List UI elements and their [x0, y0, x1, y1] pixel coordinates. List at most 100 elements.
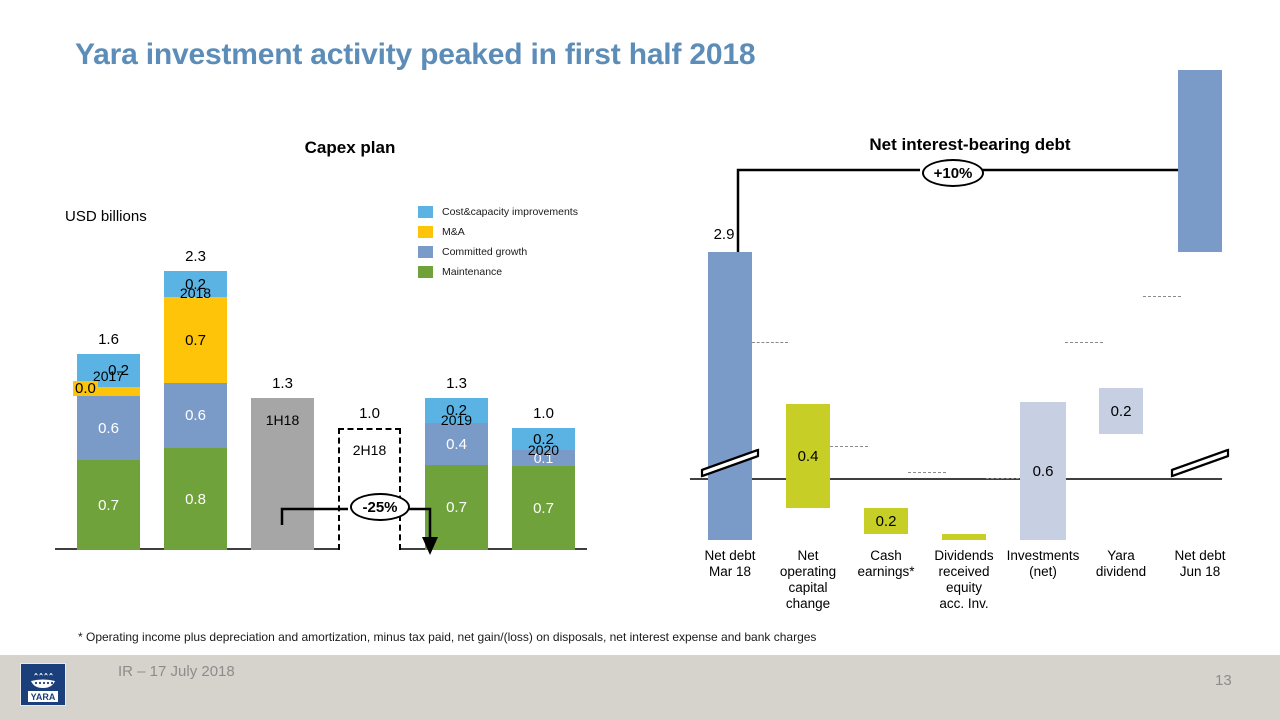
- waterfall-connector-5: [1065, 342, 1103, 343]
- capex-seg-2017-ma-value: 0.0: [73, 380, 98, 397]
- capex-seg-2020-maintenance: 0.7: [512, 466, 575, 550]
- waterfall-bar-yara-dividend-value: 0.2: [1110, 402, 1132, 420]
- debt-change-badge: +10%: [922, 159, 984, 187]
- legend-label-committed-growth: Committed growth: [442, 246, 528, 258]
- capex-bar-2017-total: 1.6: [98, 331, 119, 348]
- capex-xlabel-1h18: 1H18: [265, 412, 300, 428]
- waterfall-xlabel-dre-line3: equity: [945, 580, 983, 595]
- debt-chart-title: Net interest-bearing debt: [869, 135, 1071, 154]
- capex-legend: Cost&capacity improvements M&A Committed…: [418, 202, 578, 282]
- waterfall-xlabel-dividends-received-equity: Dividends received equity acc. Inv.: [931, 548, 997, 612]
- page-number: 13: [1215, 672, 1232, 689]
- waterfall-connector-4: [986, 478, 1024, 479]
- capex-seg-2018-ma-value: 0.7: [185, 331, 206, 349]
- waterfall-bar-cash-earnings-rect: 0.2: [864, 508, 908, 534]
- capex-seg-2020-cost-capacity-value: 0.2: [533, 430, 554, 448]
- capex-seg-2017-maintenance-value: 0.7: [98, 496, 119, 514]
- capex-seg-2019-committed-growth-value: 0.4: [446, 435, 467, 453]
- waterfall-connector-1: [752, 342, 788, 343]
- waterfall-xlabel-noc-line2: operating: [779, 564, 837, 579]
- capex-seg-2017-committed-growth-value: 0.6: [98, 419, 119, 437]
- capex-xlabel-2017: 2017: [92, 368, 125, 384]
- capex-bar-2017: 1.6 0.2 0.0 0.6 0.7 2017: [73, 331, 140, 550]
- debt-plot-area: 2.9 Net debt Mar 18 0.4 Net: [690, 70, 1235, 611]
- capex-seg-2019-maintenance: 0.7: [425, 465, 488, 550]
- capex-seg-2020-committed-growth: 0.1: [512, 450, 575, 466]
- waterfall-bar-net-debt-jun18-rect: [1178, 70, 1222, 252]
- waterfall-xlabel-yara-dividend-line2: dividend: [1095, 564, 1147, 579]
- capex-seg-2019-cost-capacity: 0.2: [425, 398, 488, 423]
- waterfall-xlabel-cash-earnings-line2: earnings*: [857, 564, 915, 579]
- capex-seg-2017-committed-growth: 0.6: [77, 396, 140, 460]
- waterfall-xlabel-yara-dividend: Yara dividend: [1088, 548, 1154, 580]
- waterfall-connector-6: [1143, 296, 1181, 297]
- waterfall-xlabel-cash-earnings: Cash earnings*: [853, 548, 919, 580]
- svg-text:YARA: YARA: [31, 692, 56, 702]
- waterfall-xlabel-net-debt-mar18-line2: Mar 18: [708, 564, 752, 579]
- axis-break-mark-right-icon: [1170, 448, 1230, 478]
- waterfall-xlabel-net-debt-mar18: Net debt Mar 18: [699, 548, 761, 580]
- axis-break-mark-left-icon: [700, 448, 760, 478]
- capex-seg-2019-maintenance-value: 0.7: [446, 499, 467, 516]
- footer-date-label: IR – 17 July 2018: [118, 663, 235, 680]
- legend-label-ma: M&A: [442, 226, 465, 238]
- capex-bar-1h18-total: 1.3: [272, 375, 293, 392]
- yara-logo: YARA: [20, 663, 66, 706]
- waterfall-xlabel-noc-line3: capital: [788, 580, 828, 595]
- capex-seg-2020-maintenance-value: 0.7: [533, 499, 554, 517]
- waterfall-bar-net-debt-jun18: 3.2 Net debt Jun 18: [1170, 70, 1230, 579]
- yara-logo-ship-icon: YARA: [21, 664, 65, 705]
- capex-seg-2020-committed-growth-value: 0.1: [533, 450, 554, 466]
- legend-item-cost-capacity: Cost&capacity improvements: [418, 202, 578, 222]
- capex-xlabel-2h18: 2H18: [352, 442, 387, 458]
- capex-seg-2018-ma: 0.7: [164, 297, 227, 383]
- capex-bar-2h18: 1.0 2H18: [338, 405, 401, 550]
- waterfall-xlabel-noc-line1: Net: [797, 548, 819, 563]
- waterfall-connector-3: [908, 472, 946, 473]
- capex-seg-2017-maintenance: 0.7: [77, 460, 140, 550]
- waterfall-xlabel-investments-net: Investments (net): [1006, 548, 1080, 580]
- legend-swatch-maintenance-icon: [418, 266, 433, 278]
- capex-seg-2018-maintenance-value: 0.8: [185, 490, 206, 508]
- waterfall-xlabel-net-debt-jun18: Net debt Jun 18: [1169, 548, 1231, 580]
- capex-seg-2018-cost-capacity-value: 0.2: [185, 275, 206, 293]
- waterfall-bar-net-debt-mar18-value: 2.9: [713, 226, 735, 243]
- footer-bar: [0, 655, 1280, 720]
- legend-swatch-ma-icon: [418, 226, 433, 238]
- waterfall-xlabel-cash-earnings-line1: Cash: [870, 548, 902, 563]
- capex-axis-unit-label: USD billions: [65, 208, 147, 225]
- waterfall-bar-net-debt-mar18-rect: [708, 252, 752, 540]
- capex-seg-2018-maintenance: 0.8: [164, 448, 227, 550]
- waterfall-bar-net-operating-capital-change-value: 0.4: [797, 447, 819, 465]
- waterfall-xlabel-investments-line1: Investments: [1006, 548, 1080, 563]
- legend-item-committed-growth: Committed growth: [418, 242, 578, 262]
- waterfall-xlabel-noc-line4: change: [785, 596, 831, 611]
- capex-bar-2018-total: 2.3: [185, 248, 206, 265]
- capex-bar-2019: 1.3 0.2 0.4 0.7 2019: [425, 375, 488, 550]
- waterfall-connector-2: [830, 446, 868, 447]
- capex-bar-2h18-total: 1.0: [359, 405, 380, 422]
- capex-xlabel-2020: 2020: [527, 442, 560, 458]
- capex-seg-2018-committed-growth: 0.6: [164, 383, 227, 448]
- waterfall-bar-investments-net-value: 0.6: [1032, 462, 1054, 480]
- capex-seg-2018-committed-growth-value: 0.6: [185, 407, 206, 424]
- legend-item-ma: M&A: [418, 222, 578, 242]
- capex-xlabel-2018: 2018: [179, 285, 212, 301]
- capex-seg-2017-ma: 0.0: [73, 381, 140, 396]
- waterfall-bar-investments-net-rect: 0.6: [1020, 402, 1066, 540]
- waterfall-xlabel-dre-line4: acc. Inv.: [939, 596, 989, 611]
- capex-seg-2018-cost-capacity: 0.2: [164, 271, 227, 297]
- capex-change-badge: -25%: [350, 493, 410, 521]
- waterfall-bar-net-operating-capital-change-rect: 0.4: [786, 404, 830, 508]
- capex-bar-2019-total: 1.3: [446, 375, 467, 392]
- waterfall-xlabel-dre-line1: Dividends: [934, 548, 994, 563]
- capex-seg-2h18-outline: [338, 428, 401, 550]
- waterfall-bar-cash-earnings-value: 0.2: [875, 512, 897, 530]
- waterfall-xlabel-investments-line2: (net): [1029, 564, 1057, 579]
- waterfall-bar-yara-dividend-rect: 0.2: [1099, 388, 1143, 434]
- capex-bar-2018: 2.3 0.2 0.7 0.6 0.8 2018: [164, 248, 227, 550]
- net-debt-waterfall-chart: Net interest-bearing debt +10% 2.9: [690, 70, 1250, 630]
- capex-x-axis: [55, 548, 587, 550]
- legend-label-maintenance: Maintenance: [442, 266, 503, 278]
- capex-seg-2020-cost-capacity: 0.2: [512, 428, 575, 450]
